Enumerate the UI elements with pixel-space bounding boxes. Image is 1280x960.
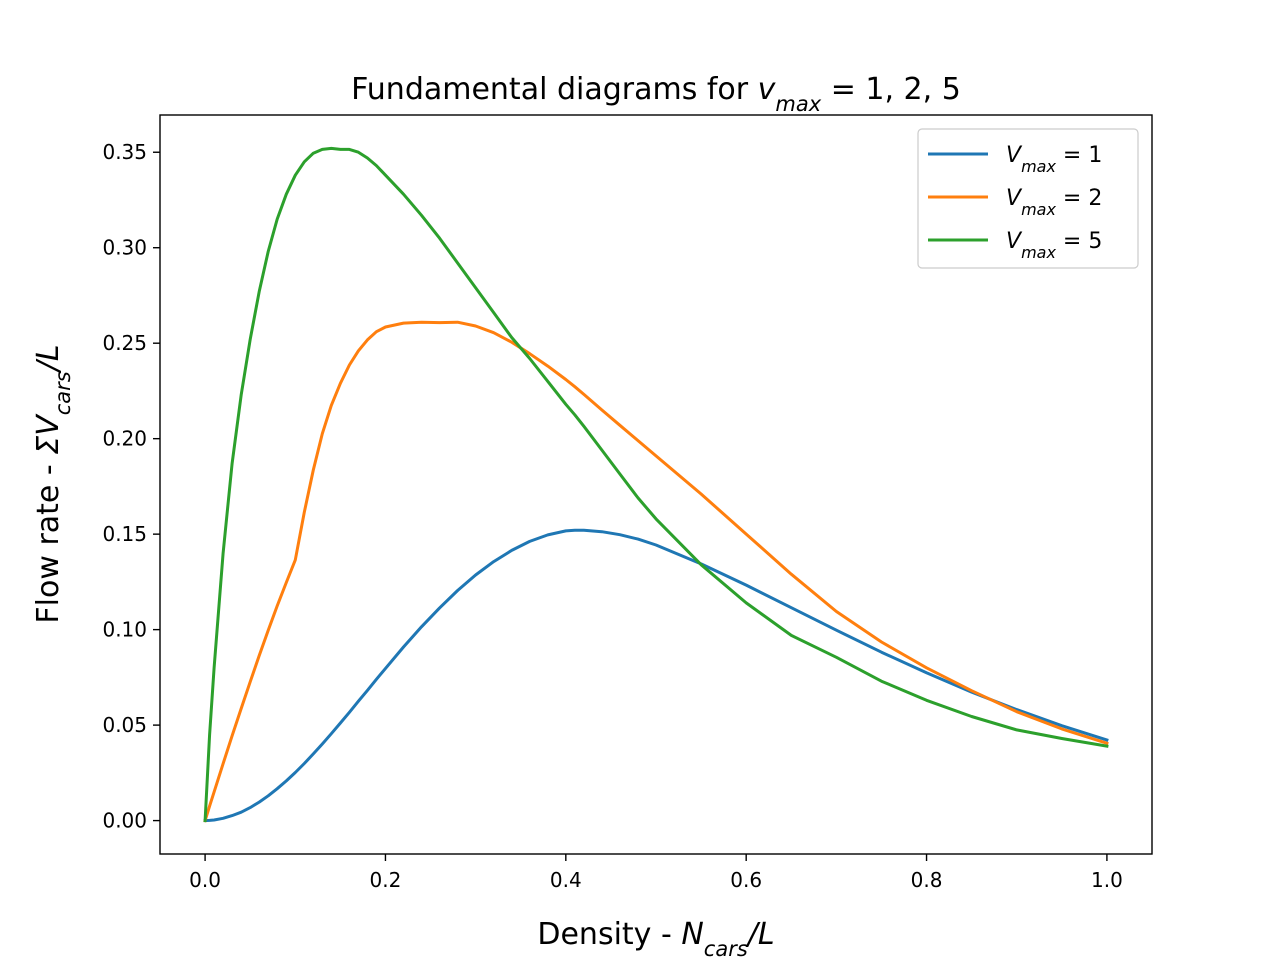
x-axis-label-suffix: /L (745, 917, 775, 952)
legend-label-suffix: = 2 (1056, 186, 1102, 211)
y-axis-label-sub: cars (51, 371, 75, 415)
series-lines (203, 146, 1109, 823)
x-tick-label: 1.0 (1091, 868, 1123, 892)
legend-label-var: V (1006, 229, 1023, 254)
y-axis-ticks: 0.00 0.05 0.10 0.15 0.20 0.25 0.30 0.35 (102, 140, 160, 833)
legend-label-var: V (1006, 186, 1023, 211)
y-axis-label-var: ΣV (31, 413, 66, 455)
legend-label-sub: max (1021, 200, 1056, 219)
x-tick-label: 0.2 (370, 868, 402, 892)
x-tick-label: 0.8 (911, 868, 943, 892)
chart-title: Fundamental diagrams for vmax = 1, 2, 5 (351, 72, 961, 116)
y-axis-label-prefix: Flow rate - (31, 455, 66, 624)
chart-title-sub: max (775, 92, 821, 116)
series-line-vmax-2 (203, 320, 1109, 823)
y-tick-label: 0.20 (102, 427, 147, 451)
y-tick-label: 0.25 (102, 331, 147, 355)
series-line-vmax-1 (203, 528, 1109, 823)
chart-title-prefix: Fundamental diagrams for (351, 72, 757, 107)
x-tick-label: 0.4 (550, 868, 582, 892)
x-axis-label-prefix: Density - (537, 917, 681, 952)
y-tick-label: 0.05 (102, 713, 147, 737)
legend-label-vmax-5: Vmax = 5 (1006, 229, 1102, 262)
y-axis-label-suffix: /L (31, 344, 66, 374)
legend-label-sub: max (1021, 157, 1056, 176)
x-axis-ticks: 0.0 0.2 0.4 0.6 0.8 1.0 (189, 854, 1123, 892)
chart-title-suffix: = 1, 2, 5 (821, 72, 961, 107)
x-tick-label: 0.0 (189, 868, 221, 892)
legend-label-suffix: = 1 (1056, 143, 1102, 168)
legend-label-sub: max (1021, 243, 1056, 262)
y-tick-label: 0.15 (102, 522, 147, 546)
x-tick-label: 0.6 (730, 868, 762, 892)
x-axis-label-sub: cars (704, 937, 748, 960)
y-tick-label: 0.30 (102, 236, 147, 260)
y-tick-label: 0.10 (102, 618, 147, 642)
legend-box (917, 128, 1139, 269)
x-axis-label-var: N (681, 917, 703, 952)
chart-title-var: v (758, 72, 777, 107)
legend-label-vmax-2: Vmax = 2 (1006, 186, 1102, 219)
y-tick-label: 0.35 (102, 140, 147, 164)
x-axis-label: Density - Ncars/L (537, 917, 774, 960)
y-tick-label: 0.00 (102, 809, 147, 833)
legend-label-suffix: = 5 (1056, 229, 1102, 254)
series-line-vmax-5 (203, 146, 1109, 823)
legend-label-var: V (1006, 143, 1023, 168)
y-axis-label: Flow rate - ΣVcars/L (31, 344, 75, 623)
legend-label-vmax-1: Vmax = 1 (1006, 143, 1102, 176)
